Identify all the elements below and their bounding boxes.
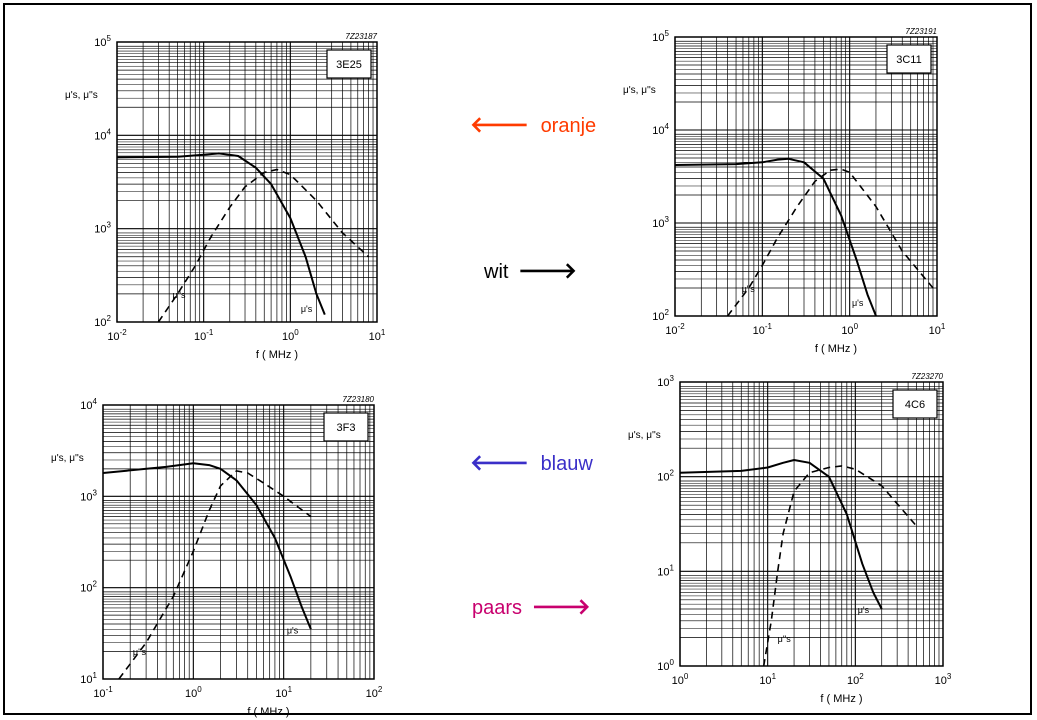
y-tick-label: 103: [80, 488, 97, 503]
y-tick-label: 102: [657, 469, 674, 484]
plot-border: [679, 381, 944, 667]
label-oranje: 🡐 oranje: [470, 112, 596, 138]
y-tick-label: 101: [657, 563, 674, 578]
material-title: 3F3: [337, 422, 356, 434]
x-axis-label: f ( MHz ): [256, 349, 298, 361]
series-label-mu-double-prime: μ''s: [742, 284, 756, 294]
series-label-mu-prime: μ's: [852, 298, 864, 308]
series-line-mu-double-prime: [726, 168, 934, 317]
figure-code: 7Z23270: [911, 372, 943, 381]
figure-code: 7Z23191: [905, 27, 937, 36]
series-label-mu-prime: μ's: [301, 304, 313, 314]
arrow-left-icon: 🡐: [470, 450, 529, 475]
label-oranje-text: oranje: [540, 115, 597, 137]
y-tick-label: 102: [94, 314, 111, 329]
x-tick-label: 101: [929, 322, 946, 337]
series-label-mu-double-prime: μ''s: [172, 290, 186, 300]
x-tick-label: 10-1: [93, 685, 113, 700]
plot-border: [102, 404, 375, 680]
figure-code: 7Z23180: [342, 395, 374, 404]
chart-panel-4C6: 100 101 102 103 100 101 102 103 f ( MHz ) μ's, μ'…: [628, 372, 952, 705]
label-paars: paars 🡒: [472, 594, 591, 620]
y-tick-label: 103: [652, 215, 669, 230]
material-box: [323, 412, 369, 442]
series-label-mu-prime: μ's: [858, 605, 870, 615]
x-axis-label: f ( MHz ): [820, 693, 862, 705]
y-tick-label: 102: [652, 308, 669, 323]
material-title: 4C6: [905, 399, 925, 411]
y-tick-label: 104: [652, 122, 669, 137]
x-tick-label: 100: [185, 685, 202, 700]
y-axis-label: μ's, μ''s: [623, 85, 656, 96]
material-box: [886, 44, 932, 74]
x-tick-label: 100: [672, 672, 689, 687]
plot-border: [116, 41, 378, 323]
x-tick-label: 100: [282, 328, 299, 343]
y-axis-label: μ's, μ''s: [65, 90, 98, 101]
y-tick-label: 102: [80, 580, 97, 595]
label-blauw: 🡐 blauw: [470, 450, 593, 476]
x-tick-label: 101: [759, 672, 776, 687]
material-box: [326, 49, 372, 79]
series-label-mu-prime: μ's: [287, 625, 299, 635]
x-tick-label: 101: [369, 328, 386, 343]
series-line-mu-double-prime: [118, 470, 312, 680]
chart-panel-3C11: 10-2 10-1 100 101 102 103 104 105 f ( MHz ) μ's, …: [623, 27, 946, 355]
x-tick-label: 102: [366, 685, 383, 700]
series-line-mu-double-prime: [157, 168, 370, 323]
label-wit-text: wit: [484, 261, 509, 283]
material-box: [892, 389, 938, 419]
y-tick-label: 103: [94, 221, 111, 236]
series-label-mu-double-prime: μ''s: [133, 647, 147, 657]
y-tick-label: 103: [657, 374, 674, 389]
label-blauw-text: blauw: [540, 453, 593, 475]
material-title: 3C11: [896, 54, 921, 66]
y-tick-label: 105: [652, 29, 669, 44]
x-axis-label: f ( MHz ): [815, 343, 857, 355]
arrow-left-icon: 🡐: [470, 112, 529, 137]
figure-code: 7Z23187: [345, 32, 377, 41]
material-title: 3E25: [336, 59, 362, 71]
series-line-mu-prime: [102, 462, 312, 630]
y-tick-label: 104: [80, 397, 97, 412]
series-line-mu-prime: [116, 152, 326, 315]
x-tick-label: 10-1: [753, 322, 773, 337]
series-line-mu-prime: [679, 459, 883, 610]
arrow-right-icon: 🡒: [518, 258, 578, 283]
series-label-mu-double-prime: μ''s: [778, 634, 792, 644]
x-tick-label: 10-2: [107, 328, 127, 343]
chart-panel-3F3: 10-1 100 101 102 101 102 103 104 f ( MHz ) μ's, μ…: [51, 395, 383, 718]
x-tick-label: 100: [841, 322, 858, 337]
arrow-right-icon: 🡒: [531, 594, 591, 619]
y-tick-label: 104: [94, 127, 111, 142]
y-axis-label: μ's, μ''s: [51, 453, 84, 464]
y-tick-label: 100: [657, 658, 674, 673]
series-line-mu-prime: [674, 157, 877, 317]
y-tick-label: 105: [94, 34, 111, 49]
y-tick-label: 101: [80, 671, 97, 686]
x-tick-label: 102: [847, 672, 864, 687]
x-tick-label: 101: [275, 685, 292, 700]
chart-panel-3E25: 10-2 10-1 100 101 102 103 104 105 f ( MHz ) μ's, …: [65, 32, 386, 361]
slide-frame: [3, 3, 1032, 715]
x-tick-label: 103: [935, 672, 952, 687]
y-axis-label: μ's, μ''s: [628, 430, 661, 441]
x-tick-label: 10-2: [665, 322, 685, 337]
x-tick-label: 10-1: [194, 328, 214, 343]
x-axis-label: f ( MHz ): [247, 706, 289, 718]
label-wit: wit 🡒: [484, 258, 577, 284]
plot-border: [674, 36, 938, 317]
label-paars-text: paars: [472, 597, 523, 619]
